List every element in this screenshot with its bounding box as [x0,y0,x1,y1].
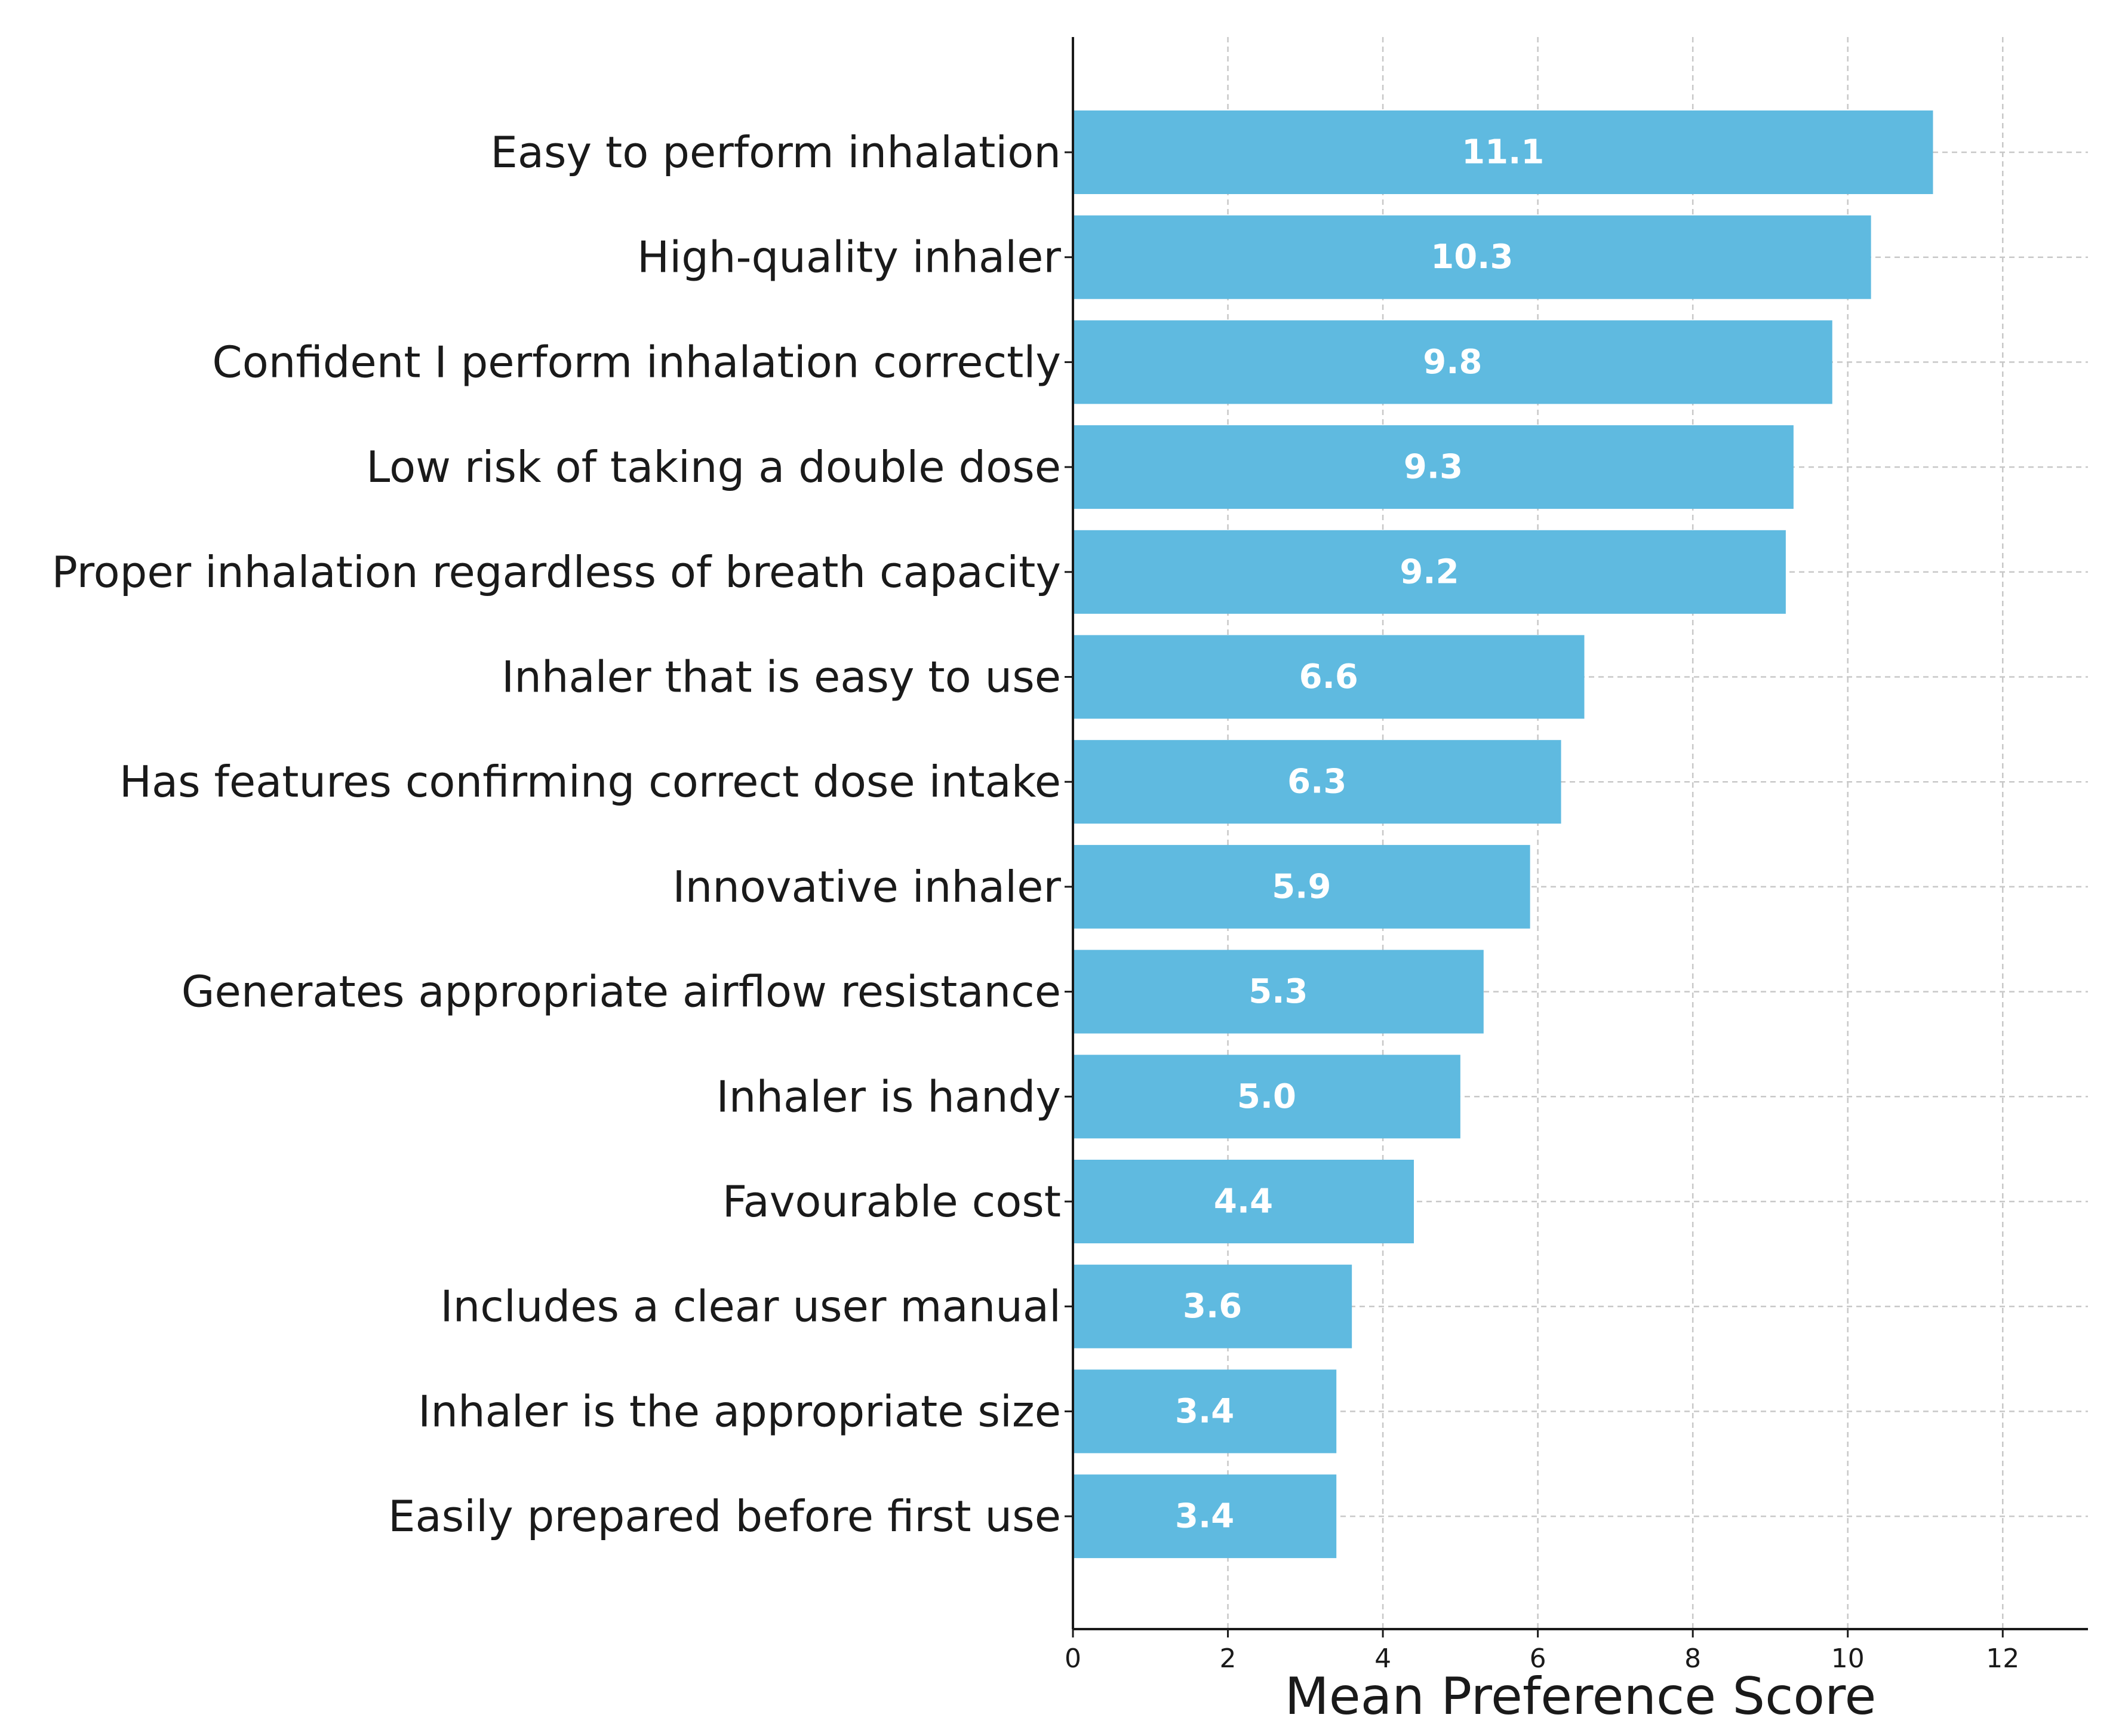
bar [1073,1264,1352,1348]
bar [1073,110,1933,194]
category-label: Easy to perform inhalation [490,127,1061,177]
bar-value-label: 9.8 [1423,343,1482,382]
x-axis-ticks: 0 2 4 6 8 10 12 [1065,151,2019,1674]
category-label: Includes a clear user manual [440,1282,1061,1332]
x-tick-label: 2 [1220,1643,1237,1674]
bar-value-label: 4.4 [1214,1182,1273,1221]
bar-value-label: 3.6 [1183,1287,1242,1326]
bar [1073,1160,1414,1243]
bar [1073,844,1530,929]
bar-value-label: 3.4 [1175,1392,1234,1431]
category-label: High-quality inhaler [637,232,1061,282]
x-tick-label: 0 [1065,1643,1081,1674]
bars: 11.1 10.3 9.8 9.3 9.2 6.6 6.3 5.9 5.3 5.0 4.4 3.6 3.… [1073,110,1933,1559]
bar-value-label: 5.3 [1248,972,1308,1011]
category-label: Inhaler that is easy to use [502,652,1061,702]
bar [1073,215,1871,299]
bar-value-label: 5.9 [1272,867,1331,906]
x-tick-label: 12 [1986,1643,2019,1674]
bar-value-label: 6.6 [1299,657,1358,696]
bar-value-label: 5.0 [1237,1077,1296,1116]
x-tick-label: 6 [1530,1643,1546,1674]
x-tick-label: 4 [1374,1643,1391,1674]
bar [1073,425,1794,509]
axes [1072,37,2088,1630]
category-label: Low risk of taking a double dose [366,442,1061,492]
bar-value-label: 10.3 [1431,238,1513,276]
bar [1073,320,1832,404]
bar-value-label: 3.4 [1175,1497,1234,1536]
category-label: Inhaler is the appropriate size [418,1386,1061,1436]
x-tick-label: 10 [1831,1643,1865,1674]
bar [1073,1055,1460,1139]
bar [1073,1369,1337,1454]
category-label: Innovative inhaler [672,862,1061,912]
bar [1073,740,1561,824]
bar [1073,530,1786,614]
bar [1073,635,1585,719]
category-label: Favourable cost [722,1176,1061,1227]
category-label: Confident I perform inhalation correctly [212,337,1061,387]
category-label: Easily prepared before first use [388,1491,1061,1541]
bar [1073,950,1484,1034]
category-label: Generates appropriate airflow resistance [182,967,1061,1017]
bar-value-label: 9.2 [1400,552,1459,591]
x-axis-title: Mean Preference Score [1285,1667,1877,1726]
category-labels: Easy to perform inhalation High-quality i… [51,127,1061,1541]
category-label: Has features confirming correct dose int… [119,757,1061,807]
category-label: Proper inhalation regardless of breath c… [51,547,1061,597]
bar-value-label: 9.3 [1404,448,1463,487]
bar-value-label: 6.3 [1287,763,1346,801]
bar-value-label: 11.1 [1462,133,1544,172]
category-label: Inhaler is handy [716,1071,1061,1122]
bar [1073,1474,1337,1559]
x-tick-label: 8 [1684,1643,1701,1674]
